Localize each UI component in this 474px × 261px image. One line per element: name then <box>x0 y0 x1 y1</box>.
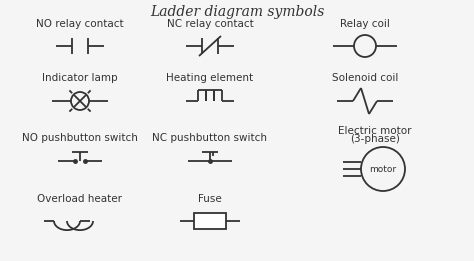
Text: NC pushbutton switch: NC pushbutton switch <box>153 133 267 143</box>
Text: Heating element: Heating element <box>166 73 254 83</box>
Bar <box>194 213 226 229</box>
Text: Overload heater: Overload heater <box>37 194 122 204</box>
Text: Solenoid coil: Solenoid coil <box>332 73 398 83</box>
Text: NC relay contact: NC relay contact <box>167 19 254 29</box>
Text: Electric motor: Electric motor <box>338 126 412 136</box>
Text: Relay coil: Relay coil <box>340 19 390 29</box>
Text: (3-phase): (3-phase) <box>350 134 400 144</box>
Text: Fuse: Fuse <box>198 194 222 204</box>
Text: NO pushbutton switch: NO pushbutton switch <box>22 133 138 143</box>
Text: NO relay contact: NO relay contact <box>36 19 124 29</box>
Text: Ladder diagram symbols: Ladder diagram symbols <box>150 5 324 19</box>
Text: motor: motor <box>369 164 397 174</box>
Text: Indicator lamp: Indicator lamp <box>42 73 118 83</box>
